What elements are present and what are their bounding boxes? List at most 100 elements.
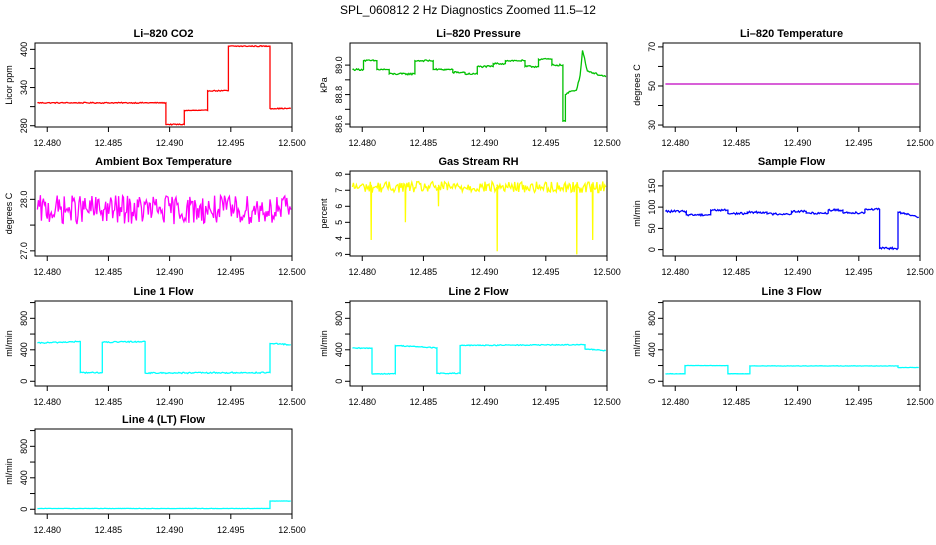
x-tick-label: 12.495 [532, 397, 560, 407]
panels: Li–820 CO2 12.480 12.485 12.490 12.495 12.500… [4, 28, 934, 535]
x-tick-label: 12.485 [723, 138, 751, 148]
series-line [37, 44, 292, 126]
panel-title: Line 1 Flow [134, 286, 194, 298]
series-line [664, 207, 919, 251]
panel-title: Ambient Box Temperature [95, 156, 232, 168]
y-tick-label: 800 [19, 439, 29, 454]
y-axis-label: ml/min [4, 458, 14, 485]
y-tick-label: 30 [647, 120, 657, 130]
x-tick-label: 12.485 [723, 397, 751, 407]
plot-frame [662, 300, 921, 387]
figure-title: SPL_060812 2 Hz Diagnostics Zoomed 11.5–… [340, 3, 596, 17]
y-tick-label: 50 [647, 81, 657, 91]
y-axis-label: Licor ppm [4, 65, 14, 105]
series-line [36, 193, 292, 225]
x-tick-label: 12.485 [95, 267, 123, 277]
y-tick-label: 800 [647, 311, 657, 326]
y-tick-label: 0 [647, 379, 657, 384]
panel-1: Li–820 CO2 12.480 12.485 12.490 12.495 12.500… [4, 28, 306, 148]
x-tick-label: 12.480 [33, 267, 61, 277]
panel-title: Line 3 Flow [762, 286, 822, 298]
x-tick-label: 12.500 [278, 525, 306, 535]
y-tick-label: 50 [647, 223, 657, 233]
x-tick-label: 12.495 [532, 138, 560, 148]
x-tick-label: 12.485 [410, 397, 438, 407]
y-tick-label: 400 [19, 342, 29, 357]
x-tick-label: 12.480 [661, 138, 689, 148]
x-tick-label: 12.485 [723, 267, 751, 277]
x-tick-label: 12.490 [156, 397, 184, 407]
y-tick-label: 8 [334, 172, 344, 177]
panel-title: Li–820 CO2 [134, 28, 194, 40]
y-tick-label: 340 [19, 80, 29, 95]
panel-5: Gas Stream RH 12.480 12.485 12.490 12.495 12.… [319, 156, 621, 277]
x-tick-label: 12.500 [906, 267, 934, 277]
y-tick-label: 27.0 [19, 242, 29, 260]
x-tick-label: 12.490 [784, 138, 812, 148]
panel-title: Li–820 Temperature [740, 28, 843, 40]
panel-7: Line 1 Flow 12.480 12.485 12.490 12.495 12.50… [4, 286, 306, 407]
x-tick-label: 12.485 [95, 525, 123, 535]
panel-title: Line 2 Flow [449, 286, 509, 298]
series-line [37, 500, 291, 510]
y-axis-label: ml/min [4, 330, 14, 357]
y-tick-label: 89.0 [334, 56, 344, 74]
x-tick-label: 12.495 [217, 525, 245, 535]
y-tick-label: 150 [647, 178, 657, 193]
y-tick-label: 400 [334, 342, 344, 357]
x-tick-label: 12.495 [217, 267, 245, 277]
series-line [352, 343, 607, 375]
x-tick-label: 12.485 [410, 138, 438, 148]
x-tick-label: 12.495 [845, 138, 873, 148]
x-tick-label: 12.490 [784, 267, 812, 277]
y-tick-label: 0 [647, 247, 657, 252]
y-tick-label: 400 [19, 470, 29, 485]
panel-4: Ambient Box Temperature 12.480 12.485 12.49… [4, 156, 306, 277]
plot-frame [662, 170, 921, 257]
panel-10: Line 4 (LT) Flow 12.480 12.485 12.490 12.495… [4, 414, 306, 535]
x-tick-label: 12.495 [845, 267, 873, 277]
panel-8: Line 2 Flow 12.480 12.485 12.490 12.495 12.50… [319, 286, 621, 407]
x-tick-label: 12.490 [156, 138, 184, 148]
y-tick-label: 400 [647, 342, 657, 357]
x-tick-label: 12.490 [471, 397, 499, 407]
series-line [352, 50, 607, 123]
x-tick-label: 12.500 [278, 138, 306, 148]
x-tick-label: 12.500 [278, 397, 306, 407]
plot-frame [662, 42, 921, 128]
plot-frame [349, 300, 608, 387]
y-tick-label: 28.0 [19, 191, 29, 209]
x-tick-label: 12.490 [156, 267, 184, 277]
x-tick-label: 12.490 [784, 397, 812, 407]
panel-title: Gas Stream RH [438, 156, 518, 168]
y-axis-label: ml/min [632, 330, 642, 357]
plot-frame [349, 170, 608, 257]
y-axis-label: ml/min [632, 200, 642, 227]
y-tick-label: 3 [334, 252, 344, 257]
x-tick-label: 12.495 [217, 138, 245, 148]
y-axis-label: ml/min [319, 330, 329, 357]
y-tick-label: 0 [19, 379, 29, 384]
x-tick-label: 12.485 [95, 138, 123, 148]
x-tick-label: 12.480 [348, 397, 376, 407]
x-tick-label: 12.480 [33, 397, 61, 407]
x-tick-label: 12.500 [593, 138, 621, 148]
x-tick-label: 12.490 [471, 138, 499, 148]
y-tick-label: 800 [334, 311, 344, 326]
x-tick-label: 12.490 [156, 525, 184, 535]
y-tick-label: 5 [334, 220, 344, 225]
y-tick-label: 7 [334, 188, 344, 193]
plot-frame [34, 428, 293, 515]
y-tick-label: 280 [19, 118, 29, 133]
panel-title: Sample Flow [758, 156, 826, 168]
y-tick-label: 4 [334, 236, 344, 241]
plot-frame [34, 170, 293, 257]
y-tick-label: 88.8 [334, 86, 344, 104]
panel-3: Li–820 Temperature 12.480 12.485 12.490 12.4… [632, 28, 934, 148]
x-tick-label: 12.495 [217, 397, 245, 407]
x-tick-label: 12.480 [661, 397, 689, 407]
x-tick-label: 12.495 [845, 397, 873, 407]
x-tick-label: 12.500 [593, 267, 621, 277]
y-tick-label: 70 [647, 42, 657, 52]
series-line [351, 179, 607, 255]
